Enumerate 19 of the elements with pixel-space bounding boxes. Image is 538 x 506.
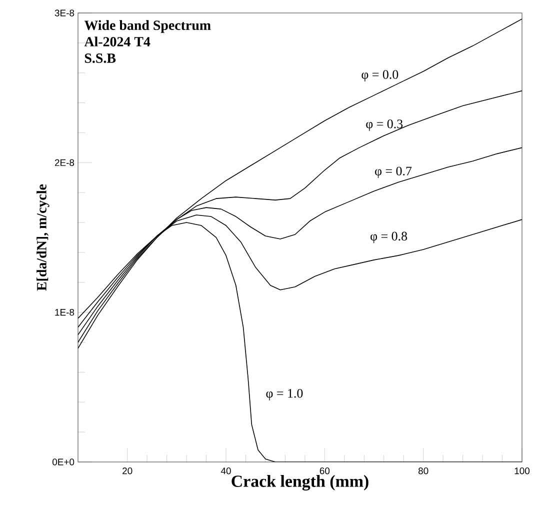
y-tick-label: 1E-8	[55, 308, 74, 316]
x-tick-label: 60	[320, 468, 330, 474]
chart-title: Wide band Spectrum	[84, 20, 211, 33]
series-label: φ = 1.0	[266, 388, 303, 400]
annotation: S.S.B	[84, 54, 116, 63]
text: Al-2024 T4	[84, 36, 150, 46]
y-tick-label: 0E+0	[52, 458, 74, 466]
y-axis-title: E[da/dN], m/cycle	[36, 184, 50, 291]
x-axis-title: Crack length (mm)	[232, 475, 368, 491]
y-tick-label: 3E-8	[54, 10, 74, 16]
series-label: φ = 0.0	[362, 70, 398, 82]
series-label: φ = 0.8	[370, 232, 408, 244]
x-tick-label: 100	[514, 468, 530, 474]
x-tick-label: 80	[418, 468, 428, 474]
series-label: φ = 0.3	[366, 120, 403, 131]
y-tick-label: 2E-8	[54, 159, 74, 166]
series-label: φ = 0.7	[375, 166, 412, 178]
x-tick-label: 20	[122, 468, 132, 474]
x-tick-label: 40	[220, 468, 231, 474]
